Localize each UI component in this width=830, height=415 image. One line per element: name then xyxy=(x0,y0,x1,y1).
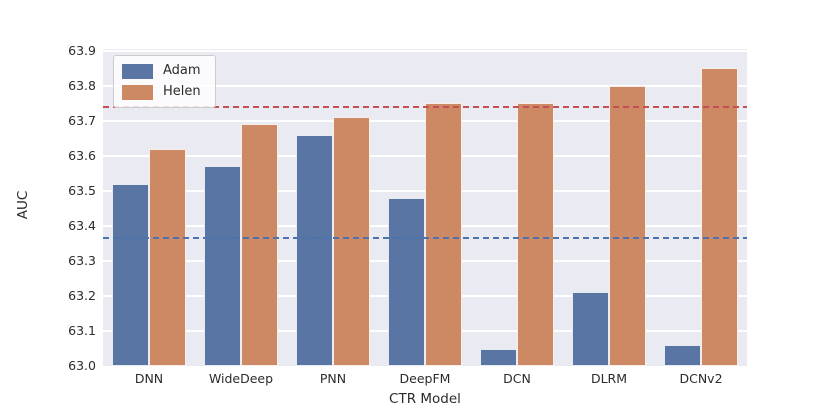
bar-adam-DCNv2 xyxy=(664,344,701,366)
plot-area xyxy=(103,49,747,366)
legend-label-helen: Helen xyxy=(163,84,201,99)
gridline-63.8 xyxy=(103,84,747,87)
adam-average-line xyxy=(103,237,747,240)
y-axis-label: AUC xyxy=(15,190,31,220)
y-tick-63.1: 63.1 xyxy=(68,322,96,338)
x-tick-DeepFM: DeepFM xyxy=(399,371,451,386)
x-tick-DCNv2: DCNv2 xyxy=(679,371,723,386)
bar-adam-DLRM xyxy=(572,292,609,366)
bar-adam-PNN xyxy=(296,134,333,366)
x-axis-label: CTR Model xyxy=(389,391,461,407)
bar-helen-WideDeep xyxy=(241,124,278,366)
x-tick-DNN: DNN xyxy=(134,371,164,386)
gridline-63.9 xyxy=(103,49,747,52)
bar-helen-DLRM xyxy=(609,85,646,366)
bar-adam-DNN xyxy=(112,183,149,366)
y-tick-63.7: 63.7 xyxy=(68,112,96,128)
x-tick-DLRM: DLRM xyxy=(590,371,628,386)
y-tick-63.2: 63.2 xyxy=(68,287,96,303)
y-tick-63.3: 63.3 xyxy=(68,252,96,268)
legend-label-adam: Adam xyxy=(163,63,201,78)
legend-item-helen: Helen xyxy=(122,84,201,100)
y-tick-63.9: 63.9 xyxy=(68,42,96,58)
bar-helen-DeepFM xyxy=(425,103,462,366)
y-tick-63.4: 63.4 xyxy=(68,217,96,233)
y-tick-63.0: 63.0 xyxy=(68,358,96,373)
y-tick-63.8: 63.8 xyxy=(68,77,96,93)
y-tick-63.6: 63.6 xyxy=(68,147,96,163)
x-tick-WideDeep: WideDeep xyxy=(208,371,274,386)
bar-helen-DCNv2 xyxy=(701,68,738,366)
y-tick-63.5: 63.5 xyxy=(68,182,96,198)
legend-swatch-helen xyxy=(122,84,153,100)
legend: Adam Helen xyxy=(113,55,216,108)
legend-swatch-adam xyxy=(122,63,153,79)
bar-helen-DCN xyxy=(517,103,554,366)
bar-adam-DeepFM xyxy=(388,197,425,366)
bar-adam-DCN xyxy=(480,348,517,366)
bar-adam-WideDeep xyxy=(204,166,241,366)
legend-item-adam: Adam xyxy=(122,63,201,79)
helen-average-line xyxy=(103,106,747,109)
bar-helen-PNN xyxy=(333,117,370,366)
x-tick-DCN: DCN xyxy=(503,371,531,386)
x-tick-PNN: PNN xyxy=(319,371,347,386)
bar-helen-DNN xyxy=(149,148,186,366)
